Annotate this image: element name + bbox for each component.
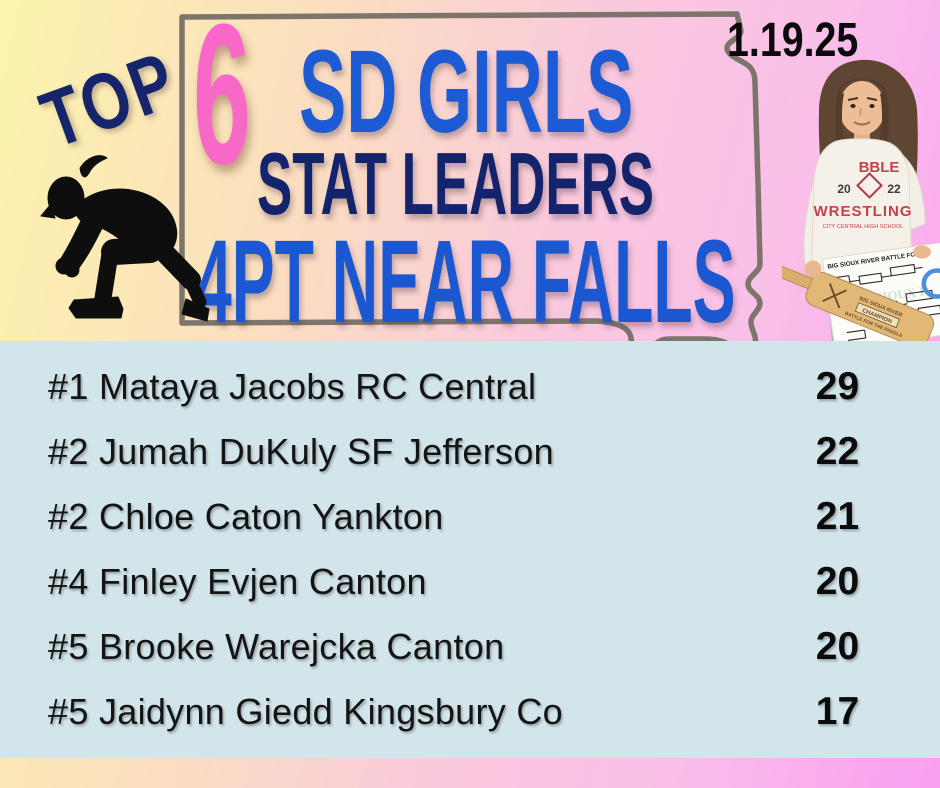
leaderboard-row: #1 Mataya Jacobs RC Central 29: [0, 364, 940, 410]
title-line-1: SD GIRLS: [299, 26, 634, 158]
paddle-line3: BATTLE FOR THE PADDLE: [844, 311, 904, 340]
athlete-photo: BBLE 20 22 WRESTLING CITY CENTRAL HIGH S…: [782, 59, 940, 343]
stat-value: 22: [815, 430, 860, 473]
stat-value: 17: [815, 690, 860, 733]
bracket-poster: BIG SIOUX RIVER BATTLE FOR TH BIG SIOUX …: [821, 239, 940, 343]
paddle-line1: BIG SIOUX RIVER: [858, 296, 903, 319]
stat-value: 29: [815, 365, 860, 408]
leaderboard-panel: #1 Mataya Jacobs RC Central 29 #2 Jumah …: [0, 341, 940, 758]
shirt-top-text: BBLE: [859, 159, 900, 176]
champion-paddle: BIG SIOUX RIVER CHAMPION BATTLE FOR THE …: [782, 257, 935, 343]
leaderboard-row: #4 Finley Evjen Canton 20: [0, 559, 940, 605]
shirt-sub-text: CITY CENTRAL HIGH SCHOOL: [823, 224, 904, 230]
big-rank-number: 6: [193, 0, 251, 206]
athlete-name: #5 Brooke Warejcka Canton: [48, 626, 505, 667]
athlete-name: #1 Mataya Jacobs RC Central: [48, 366, 537, 407]
athlete-name: #2 Chloe Caton Yankton: [48, 496, 444, 537]
poster-watermark: BIG SIOUX R: [847, 283, 930, 309]
paddle-line2: CHAMPION: [861, 308, 893, 325]
kicker-top-label: TOP: [29, 34, 189, 165]
title-line-2: STAT LEADERS: [257, 134, 654, 233]
shirt-year-left: 20: [837, 182, 851, 196]
poster-title: BIG SIOUX RIVER BATTLE FOR TH: [827, 249, 931, 270]
stat-value: 20: [815, 625, 860, 668]
athlete-name: #2 Jumah DuKuly SF Jefferson: [48, 431, 554, 472]
stat-value: 21: [815, 495, 860, 538]
athlete-name: #4 Finley Evjen Canton: [48, 561, 427, 602]
leaderboard-row: #2 Jumah DuKuly SF Jefferson 22: [0, 429, 940, 475]
leaderboard-row: #5 Brooke Warejcka Canton 20: [0, 624, 940, 670]
shirt-year-right: 22: [887, 182, 901, 196]
stat-value: 20: [815, 560, 860, 603]
athlete-name: #5 Jaidynn Giedd Kingsbury Co: [48, 691, 564, 732]
shirt-main-text: WRESTLING: [814, 203, 913, 220]
title-line-3: 4PT NEAR FALLS: [196, 216, 736, 348]
wrestler-icon: [40, 155, 210, 322]
leaderboard-row: #2 Chloe Caton Yankton 21: [0, 494, 940, 540]
date-label: 1.19.25: [727, 14, 859, 67]
leaderboard-row: #5 Jaidynn Giedd Kingsbury Co 17: [0, 689, 940, 735]
